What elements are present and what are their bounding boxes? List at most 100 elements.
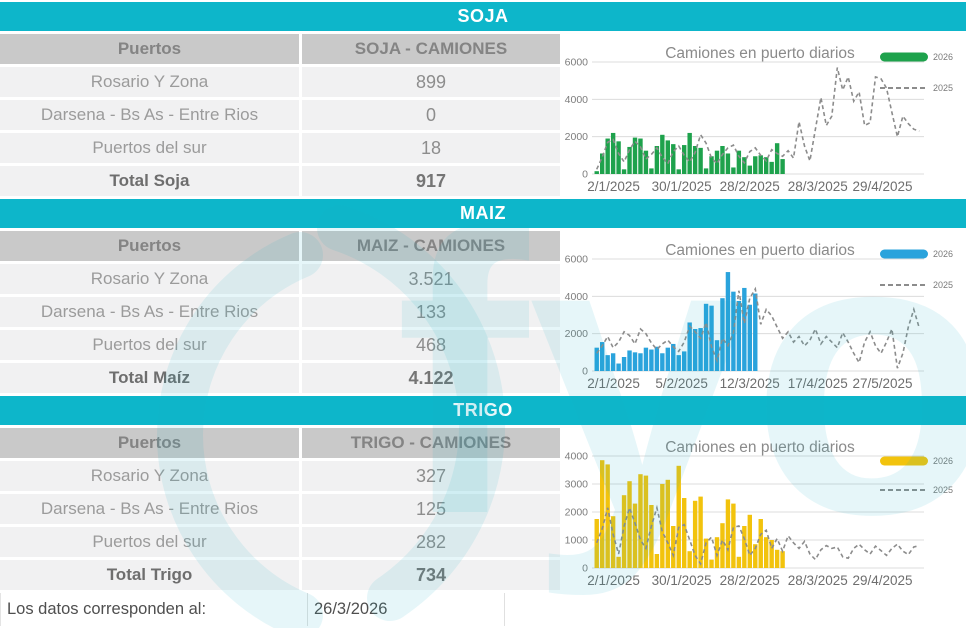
port-value: 468 xyxy=(302,330,560,360)
port-label: Puertos del sur xyxy=(0,527,299,557)
legend-label-2026: 2026 xyxy=(933,249,953,259)
bar xyxy=(676,465,681,568)
x-tick-label: 30/1/2025 xyxy=(652,573,712,588)
bar xyxy=(682,498,687,568)
table-header-row: Puertos MAIZ - CAMIONES xyxy=(0,231,560,261)
section-trigo: TRIGO Puertos TRIGO - CAMIONES Rosario Y… xyxy=(0,396,966,593)
x-tick-label: 30/1/2025 xyxy=(652,179,712,194)
bar xyxy=(720,146,725,174)
port-value: 125 xyxy=(302,494,560,524)
bar xyxy=(643,150,649,174)
bar xyxy=(616,141,621,174)
y-tick-label: 0 xyxy=(582,366,588,378)
total-label: Total Soja xyxy=(0,166,299,196)
maiz-bars-2026 xyxy=(594,272,758,371)
bar xyxy=(676,169,681,174)
port-value: 899 xyxy=(302,67,560,97)
x-tick-label: 2/1/2025 xyxy=(587,376,640,391)
bar xyxy=(665,347,670,371)
legend-swatch-2026 xyxy=(880,456,928,466)
table-row: Darsena - Bs As - Entre Rios 133 xyxy=(0,297,560,327)
x-tick-label: 2/1/2025 xyxy=(587,573,640,588)
x-tick-label: 27/5/2025 xyxy=(852,376,912,391)
port-label: Puertos del sur xyxy=(0,133,299,163)
bar xyxy=(753,293,758,371)
bar xyxy=(610,516,616,568)
legend-label-2026: 2026 xyxy=(933,456,953,466)
bar xyxy=(654,554,660,568)
bar xyxy=(665,140,670,174)
bar xyxy=(627,146,632,174)
y-tick-label: 6000 xyxy=(565,57,589,69)
bar xyxy=(643,475,649,568)
maiz-table: Puertos MAIZ - CAMIONES Rosario Y Zona 3… xyxy=(0,231,560,396)
port-label: Darsena - Bs As - Entre Rios xyxy=(0,100,299,130)
trigo-line-2025 xyxy=(595,504,920,566)
table-row: Darsena - Bs As - Entre Rios 0 xyxy=(0,100,560,130)
bar xyxy=(616,556,621,568)
bar xyxy=(605,138,610,174)
y-tick-label: 4000 xyxy=(565,291,589,303)
y-tick-label: 2000 xyxy=(565,328,589,340)
maiz-chart: 0 2000 4000 6000 Camiones en puerto diarios 2… xyxy=(560,231,966,396)
y-tick-label: 3000 xyxy=(565,479,589,491)
section-soja: SOJA Puertos SOJA - CAMIONES Rosario Y Z… xyxy=(0,2,966,199)
bar xyxy=(780,159,785,174)
bar xyxy=(632,352,638,371)
footer-date: 26/3/2026 xyxy=(314,600,388,618)
port-label: Rosario Y Zona xyxy=(0,67,299,97)
table-header-row: Puertos SOJA - CAMIONES xyxy=(0,34,560,64)
trigo-table: Puertos TRIGO - CAMIONES Rosario Y Zona … xyxy=(0,428,560,593)
bar xyxy=(660,484,665,568)
bar xyxy=(764,537,769,568)
bar xyxy=(643,347,649,371)
bar xyxy=(676,355,681,371)
legend-swatch-2026 xyxy=(880,52,928,62)
bar xyxy=(720,523,725,568)
table-row: Rosario Y Zona 327 xyxy=(0,461,560,491)
legend-label-2025: 2025 xyxy=(933,485,953,495)
bar xyxy=(594,519,599,568)
legend-label-2025: 2025 xyxy=(933,83,953,93)
bar xyxy=(660,353,665,371)
chart-title: Camiones en puerto diarios xyxy=(665,45,855,62)
bar xyxy=(774,143,780,174)
bar xyxy=(638,138,643,174)
trigo-chart: 0 1000 2000 3000 4000 Camiones en puerto diar… xyxy=(560,428,966,593)
x-tick-label: 2/1/2025 xyxy=(587,179,640,194)
bar xyxy=(621,495,627,568)
bar xyxy=(594,347,599,371)
bar xyxy=(742,157,747,174)
bar xyxy=(698,496,703,568)
bar xyxy=(600,153,605,174)
section-title-soja: SOJA xyxy=(0,2,966,31)
table-total-row: Total Soja 917 xyxy=(0,166,560,196)
bar xyxy=(649,168,654,174)
maiz-line-2025 xyxy=(596,286,921,369)
section-title-maiz: MAIZ xyxy=(0,199,966,228)
bar xyxy=(610,353,616,371)
col-header-puertos: Puertos xyxy=(0,34,299,64)
bar xyxy=(632,503,638,568)
bar xyxy=(714,537,720,568)
y-tick-label: 4000 xyxy=(565,451,589,463)
footer-label-cell: Los datos corresponden al: xyxy=(1,593,308,626)
table-row: Darsena - Bs As - Entre Rios 125 xyxy=(0,494,560,524)
bar xyxy=(725,499,731,568)
port-value: 327 xyxy=(302,461,560,491)
col-header-camiones: SOJA - CAMIONES xyxy=(302,34,560,64)
bar xyxy=(725,153,731,174)
bar xyxy=(605,464,610,568)
x-tick-label: 29/4/2025 xyxy=(852,573,912,588)
bar xyxy=(747,165,752,174)
bar xyxy=(638,474,643,568)
bar xyxy=(698,328,703,371)
y-tick-label: 0 xyxy=(582,563,588,575)
soja-table: Puertos SOJA - CAMIONES Rosario Y Zona 8… xyxy=(0,34,560,199)
bar xyxy=(769,540,774,568)
port-label: Rosario Y Zona xyxy=(0,461,299,491)
x-tick-label: 29/4/2025 xyxy=(852,179,912,194)
bar xyxy=(682,351,687,371)
bar xyxy=(627,481,632,568)
bar xyxy=(687,132,692,174)
